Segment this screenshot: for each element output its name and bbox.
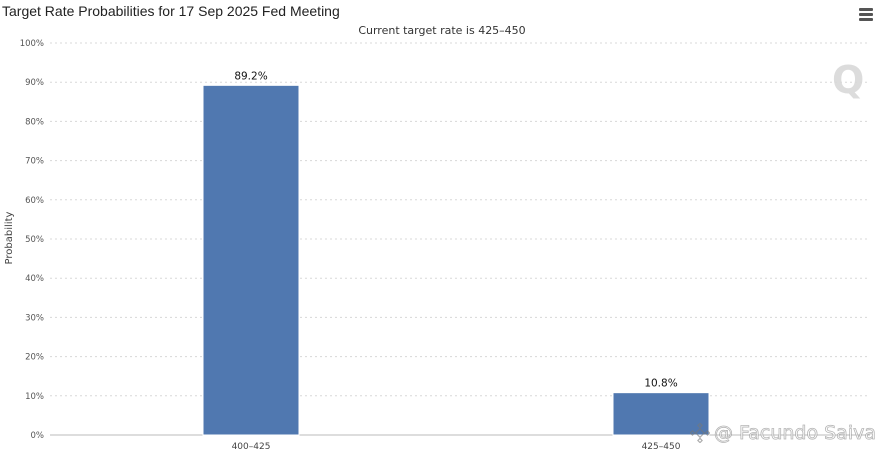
hamburger-menu-icon[interactable] (858, 6, 874, 22)
y-tick-label: 100% (20, 39, 44, 49)
bar[interactable] (202, 84, 300, 436)
binance-logo-icon (690, 423, 710, 443)
y-tick-labels: 0% 10% 20% 30% 40% 50% 60% 70% 80% 90% 100% (20, 39, 44, 441)
watermark-text: @ Facundo Saiva (714, 422, 877, 445)
chart-subtitle: Current target rate is 425–450 (358, 24, 526, 37)
y-tick-label: 40% (25, 274, 44, 284)
x-tick-label: 400–425 (232, 442, 271, 452)
y-tick-label: 0% (31, 431, 45, 441)
data-label: 10.8% (644, 378, 677, 390)
y-tick-label: 80% (25, 117, 44, 127)
chart-title: Target Rate Probabilities for 17 Sep 202… (2, 3, 340, 19)
y-tick-label: 30% (25, 313, 44, 323)
x-tick-labels: 400–425 425–450 (232, 442, 681, 452)
bars (202, 84, 710, 436)
y-tick-label: 20% (25, 353, 44, 363)
data-label: 89.2% (234, 70, 267, 82)
brand-watermark-q: Q (832, 58, 865, 102)
y-tick-label: 90% (25, 78, 44, 88)
y-axis-label: Probability (4, 211, 15, 264)
data-labels: 89.2% 10.8% (234, 70, 677, 389)
y-tick-label: 10% (25, 392, 44, 402)
y-tick-label: 50% (25, 235, 44, 245)
author-watermark: @ Facundo Saiva (690, 422, 876, 444)
x-tick-label: 425–450 (642, 442, 681, 452)
bar[interactable] (612, 392, 710, 436)
y-tick-label: 60% (25, 196, 44, 206)
y-tick-label: 70% (25, 157, 44, 167)
grid-lines (50, 42, 870, 436)
